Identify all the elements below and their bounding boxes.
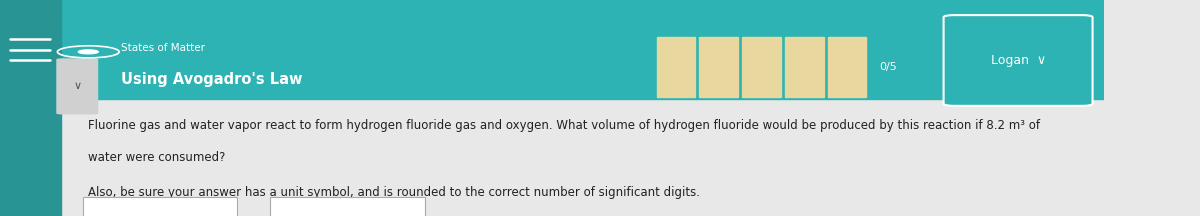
Bar [0,0,1104,99]
Circle shape [78,50,98,54]
Bar [700,37,738,97]
Bar [0,0,61,216]
Text: Using Avogadro's Law: Using Avogadro's Law [121,72,302,87]
Text: States of Matter: States of Matter [121,43,205,52]
Bar [743,37,781,97]
Bar [828,37,866,97]
FancyBboxPatch shape [943,15,1092,106]
Text: 0/5: 0/5 [880,62,898,72]
Text: Logan  ∨: Logan ∨ [990,54,1045,67]
Text: Also, be sure your answer has a unit symbol, and is rounded to the correct numbe: Also, be sure your answer has a unit sym… [89,186,701,199]
Bar [785,37,823,97]
Bar [270,197,425,216]
Text: Fluorine gas and water vapor react to form hydrogen fluoride gas and oxygen. Wha: Fluorine gas and water vapor react to fo… [89,119,1040,132]
Bar [656,37,695,97]
Text: water were consumed?: water were consumed? [89,151,226,164]
Text: ∨: ∨ [73,81,82,91]
Bar [0,99,1104,216]
FancyBboxPatch shape [56,58,98,114]
Bar [83,197,238,216]
